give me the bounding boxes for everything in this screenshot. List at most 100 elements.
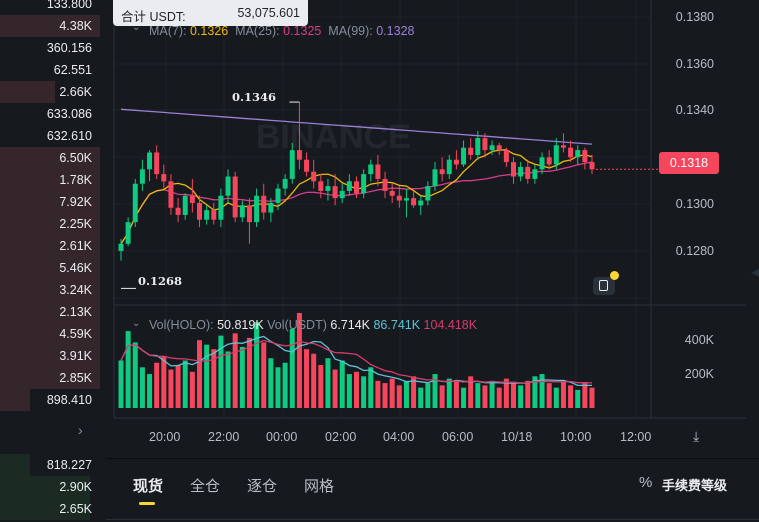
- volume-bar: [368, 367, 374, 408]
- order-book-row[interactable]: 5.46K: [0, 257, 100, 279]
- volume-bar: [325, 358, 331, 408]
- volume-tick: 200K: [684, 367, 714, 381]
- volume-bar: [204, 344, 210, 408]
- volume-bar: [411, 376, 417, 408]
- order-book-row[interactable]: 360.156: [0, 37, 100, 59]
- tab-isolated[interactable]: 逐仓: [247, 478, 278, 495]
- tab-spot[interactable]: 现货: [133, 478, 164, 495]
- candle-body: [147, 152, 153, 170]
- time-tick: 10/18: [501, 430, 533, 444]
- volume-bar: [482, 385, 488, 408]
- volume-bar: [261, 342, 267, 408]
- depth-bar: [0, 235, 100, 257]
- volume-bar: [560, 380, 566, 408]
- candle-body: [511, 162, 516, 177]
- order-book-row[interactable]: 2.61K: [0, 235, 100, 257]
- volume-bar: [468, 376, 474, 408]
- candle-body: [189, 195, 195, 203]
- candle-body: [489, 145, 495, 151]
- chevron-right-icon[interactable]: ›: [78, 422, 83, 438]
- calendar-button[interactable]: [593, 271, 619, 295]
- order-book-row[interactable]: 133.800: [0, 0, 100, 15]
- candle-body: [289, 150, 295, 179]
- candle-body: [175, 207, 181, 215]
- candle-body: [232, 176, 238, 218]
- active-tab-indicator: [139, 502, 155, 505]
- vol-usdt-label: Vol(USDT): [267, 318, 327, 332]
- candle-body: [411, 198, 417, 206]
- candle-body: [403, 198, 409, 201]
- tab-cross[interactable]: 全仓: [190, 478, 221, 495]
- order-book-row[interactable]: 898.410: [0, 389, 100, 411]
- price-tick: 0.1300: [675, 197, 714, 211]
- order-type-tabs: 现货 全仓 逐仓 网格 % 手续费等级: [106, 458, 759, 522]
- time-tick: 20:00: [149, 430, 181, 444]
- fee-level-link[interactable]: 手续费等级: [662, 478, 728, 493]
- candle-body: [332, 186, 338, 199]
- volume-bar: [361, 376, 367, 408]
- candle-body: [211, 210, 217, 220]
- candle-body: [168, 181, 174, 208]
- percent-icon[interactable]: %: [639, 474, 653, 491]
- volume-bar: [168, 369, 174, 408]
- candle-body: [339, 190, 345, 199]
- chevron-left-icon[interactable]: ◀: [751, 265, 759, 279]
- candle-body: [254, 195, 260, 223]
- chevron-down-icon[interactable]: ⌄: [132, 22, 141, 33]
- candle-body: [261, 195, 267, 213]
- volume-bar: [268, 358, 274, 408]
- order-book-row[interactable]: 2.85K: [0, 367, 100, 389]
- order-book-row[interactable]: 4.59K: [0, 323, 100, 345]
- time-tick: 06:00: [442, 430, 474, 444]
- order-book-row[interactable]: 6.50K: [0, 147, 100, 169]
- kline-chart[interactable]: BINANCE: [106, 0, 746, 452]
- ma7-label: MA(7):: [149, 24, 187, 38]
- order-book-row[interactable]: 633.086: [0, 103, 100, 125]
- depth-bar: [0, 454, 30, 476]
- volume-bar: [189, 371, 195, 408]
- kline-chart-panel[interactable]: BINANCE: [106, 0, 746, 452]
- order-book-row[interactable]: 3.91K: [0, 345, 100, 367]
- order-book-row[interactable]: 1.78K: [0, 169, 100, 191]
- order-book-row[interactable]: 632.610: [0, 125, 100, 147]
- tab-grid[interactable]: 网格: [304, 478, 335, 495]
- chevron-right-icon[interactable]: ›: [118, 377, 122, 389]
- order-book-amount: 2.90K: [59, 480, 92, 494]
- order-book-row[interactable]: 818.227: [0, 454, 100, 476]
- candle-body: [346, 181, 352, 191]
- volume-bar: [232, 333, 238, 408]
- candle-body: [482, 138, 488, 151]
- candle-body: [368, 164, 374, 175]
- high-price-label: 0.1346: [232, 90, 277, 104]
- order-book-row[interactable]: 4.38K: [0, 15, 100, 37]
- order-book-row[interactable]: 2.90K: [0, 476, 100, 498]
- volume-bar: [239, 346, 245, 408]
- candle-body: [503, 150, 509, 163]
- candle-body: [539, 157, 545, 170]
- tooltip-label: 合计 USDT:: [121, 10, 186, 24]
- volume-bar: [154, 362, 160, 408]
- order-book-row[interactable]: 2.13K: [0, 301, 100, 323]
- volume-bar: [375, 380, 381, 408]
- candle-body: [204, 210, 210, 220]
- ma7-value: 0.1326: [189, 24, 229, 38]
- price-tick: 0.1380: [675, 10, 714, 24]
- order-book-row[interactable]: 2.25K: [0, 213, 100, 235]
- order-book-row[interactable]: 62.551: [0, 59, 100, 81]
- order-book-amount: 3.24K: [59, 283, 92, 297]
- chevron-down-icon[interactable]: ⌄: [132, 318, 141, 329]
- vertical-fit-icon[interactable]: ⤓: [693, 428, 700, 444]
- volume-bar: [211, 349, 217, 408]
- order-book-row[interactable]: 2.66K: [0, 81, 100, 103]
- candle-body: [568, 147, 574, 158]
- volume-bar: [182, 360, 188, 408]
- order-book-row[interactable]: 3.24K: [0, 279, 100, 301]
- volume-bar: [289, 328, 295, 408]
- volume-bar: [582, 383, 588, 408]
- candle-body: [525, 166, 531, 179]
- order-book-amount: 633.086: [46, 107, 92, 121]
- order-book-row[interactable]: 2.65K: [0, 498, 100, 520]
- order-book-row[interactable]: 7.92K: [0, 191, 100, 213]
- candle-body: [311, 171, 317, 182]
- volume-bar: [282, 362, 288, 408]
